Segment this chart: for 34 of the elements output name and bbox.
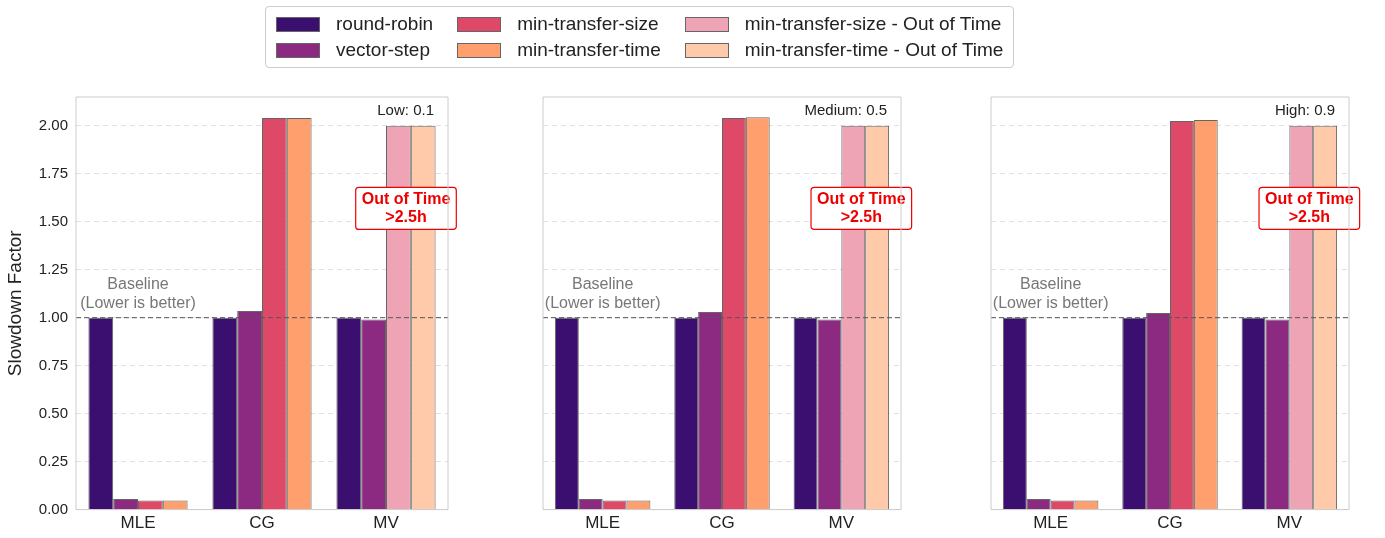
legend-label: min-transfer-size - Out of Time xyxy=(744,13,1002,35)
legend-label: round-robin xyxy=(336,13,434,35)
y-tick-label: 1.00 xyxy=(38,307,68,325)
ref-line-label: Baseline (Lower is better) xyxy=(992,275,1109,312)
x-tick-label: CG xyxy=(709,513,735,533)
x-tick-label: MLE xyxy=(120,513,156,533)
y-tick-label: 0.75 xyxy=(38,355,68,373)
x-tick-label: CG xyxy=(249,513,275,533)
legend-label: min-transfer-size xyxy=(517,13,659,35)
ref-line-label: Baseline (Lower is better) xyxy=(80,275,196,312)
annotation: Out of Time >2.5h xyxy=(817,189,906,225)
annotation: Low: 0.1 xyxy=(377,100,434,118)
x-tick-label: MV xyxy=(828,513,855,533)
legend-label: min-transfer-time xyxy=(517,39,661,61)
legend-label: vector-step xyxy=(336,39,430,61)
x-tick-label: MLE xyxy=(1033,513,1069,533)
y-tick-label: 1.50 xyxy=(38,211,68,229)
y-tick-label: 1.75 xyxy=(38,163,68,181)
x-tick-label: MV xyxy=(373,513,400,533)
annotation: Out of Time >2.5h xyxy=(1265,189,1354,225)
ref-line-label: Baseline (Lower is better) xyxy=(544,275,661,312)
y-tick-label: 0.25 xyxy=(38,451,68,469)
y-tick-label: 1.25 xyxy=(38,259,68,277)
y-tick-label: 2.00 xyxy=(38,115,68,133)
annotation: High: 0.9 xyxy=(1274,100,1335,118)
annotation: Medium: 0.5 xyxy=(804,100,887,118)
x-tick-label: MLE xyxy=(585,513,621,533)
x-tick-label: MV xyxy=(1276,513,1303,533)
y-axis-title: Slowdown Factor xyxy=(3,229,25,377)
y-tick-label: 0.00 xyxy=(38,499,68,517)
x-tick-label: CG xyxy=(1157,513,1183,533)
legend-label: min-transfer-time - Out of Time xyxy=(744,39,1004,61)
y-tick-label: 0.50 xyxy=(38,403,68,421)
annotation: Out of Time >2.5h xyxy=(361,189,451,225)
